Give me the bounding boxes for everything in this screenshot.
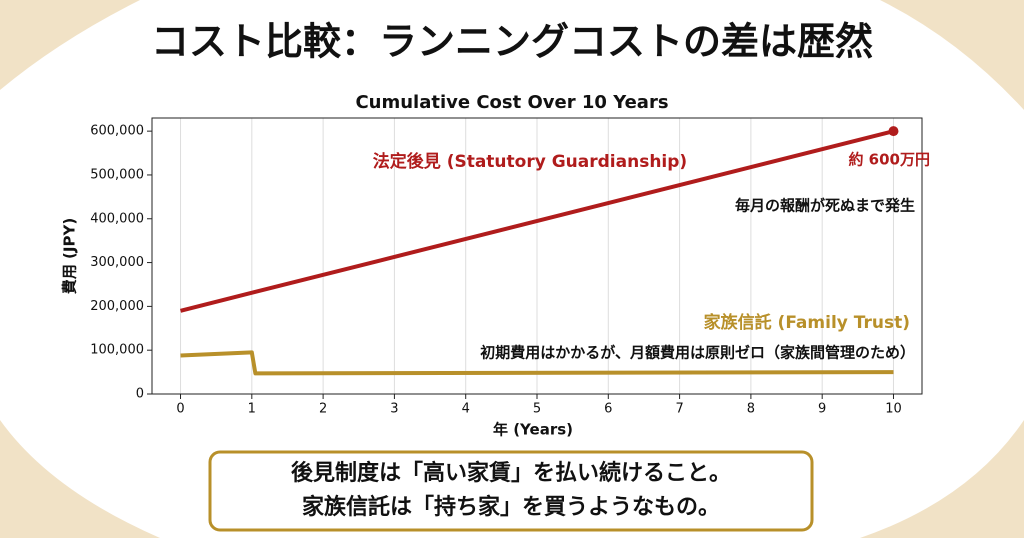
- annotation: 約 600万円: [848, 151, 930, 169]
- chart-title: Cumulative Cost Over 10 Years: [355, 92, 668, 113]
- y-tick-label: 0: [136, 387, 144, 402]
- x-axis-label: 年 (Years): [493, 421, 573, 439]
- x-tick-label: 10: [885, 402, 902, 417]
- x-tick-label: 8: [747, 402, 755, 417]
- page-title: コスト比較：ランニングコストの差は歴然: [151, 20, 873, 64]
- series-label: 家族信託 (Family Trust): [704, 312, 910, 333]
- callout-line: 後見制度は「高い家賃」を払い続けること。: [291, 460, 731, 486]
- y-tick-label: 600,000: [90, 124, 144, 139]
- corner-decoration: [860, 420, 1024, 538]
- series-line: [180, 350, 894, 376]
- x-tick-label: 7: [675, 402, 683, 417]
- series-label: 法定後見 (Statutory Guardianship): [373, 151, 687, 172]
- y-tick-label: 200,000: [90, 299, 144, 314]
- callout-line: 家族信託は「持ち家」を買うようなもの。: [302, 494, 720, 520]
- x-tick-label: 4: [462, 402, 470, 417]
- y-tick-label: 400,000: [90, 211, 144, 226]
- series-line: [180, 129, 894, 313]
- annotation: 毎月の報酬が死ぬまで発生: [735, 197, 915, 215]
- callout-box: [208, 450, 814, 532]
- x-tick-label: 0: [176, 402, 184, 417]
- y-tick-label: 300,000: [90, 255, 144, 270]
- end-marker: [888, 126, 899, 137]
- x-tick-label: 6: [604, 402, 612, 417]
- x-tick-label: 3: [390, 402, 398, 417]
- corner-decoration: [0, 420, 160, 538]
- y-axis-label: 費用 (JPY): [61, 218, 79, 294]
- x-tick-label: 9: [818, 402, 826, 417]
- y-tick-label: 100,000: [90, 343, 144, 358]
- corner-decoration: [0, 0, 140, 90]
- x-tick-label: 2: [319, 402, 327, 417]
- y-tick-label: 500,000: [90, 167, 144, 182]
- x-tick-label: 5: [533, 402, 541, 417]
- corner-decoration: [880, 0, 1024, 110]
- x-tick-label: 1: [248, 402, 256, 417]
- annotation: 初期費用はかかるが、月額費用は原則ゼロ（家族間管理のため）: [480, 344, 915, 362]
- plot-frame: [151, 117, 923, 395]
